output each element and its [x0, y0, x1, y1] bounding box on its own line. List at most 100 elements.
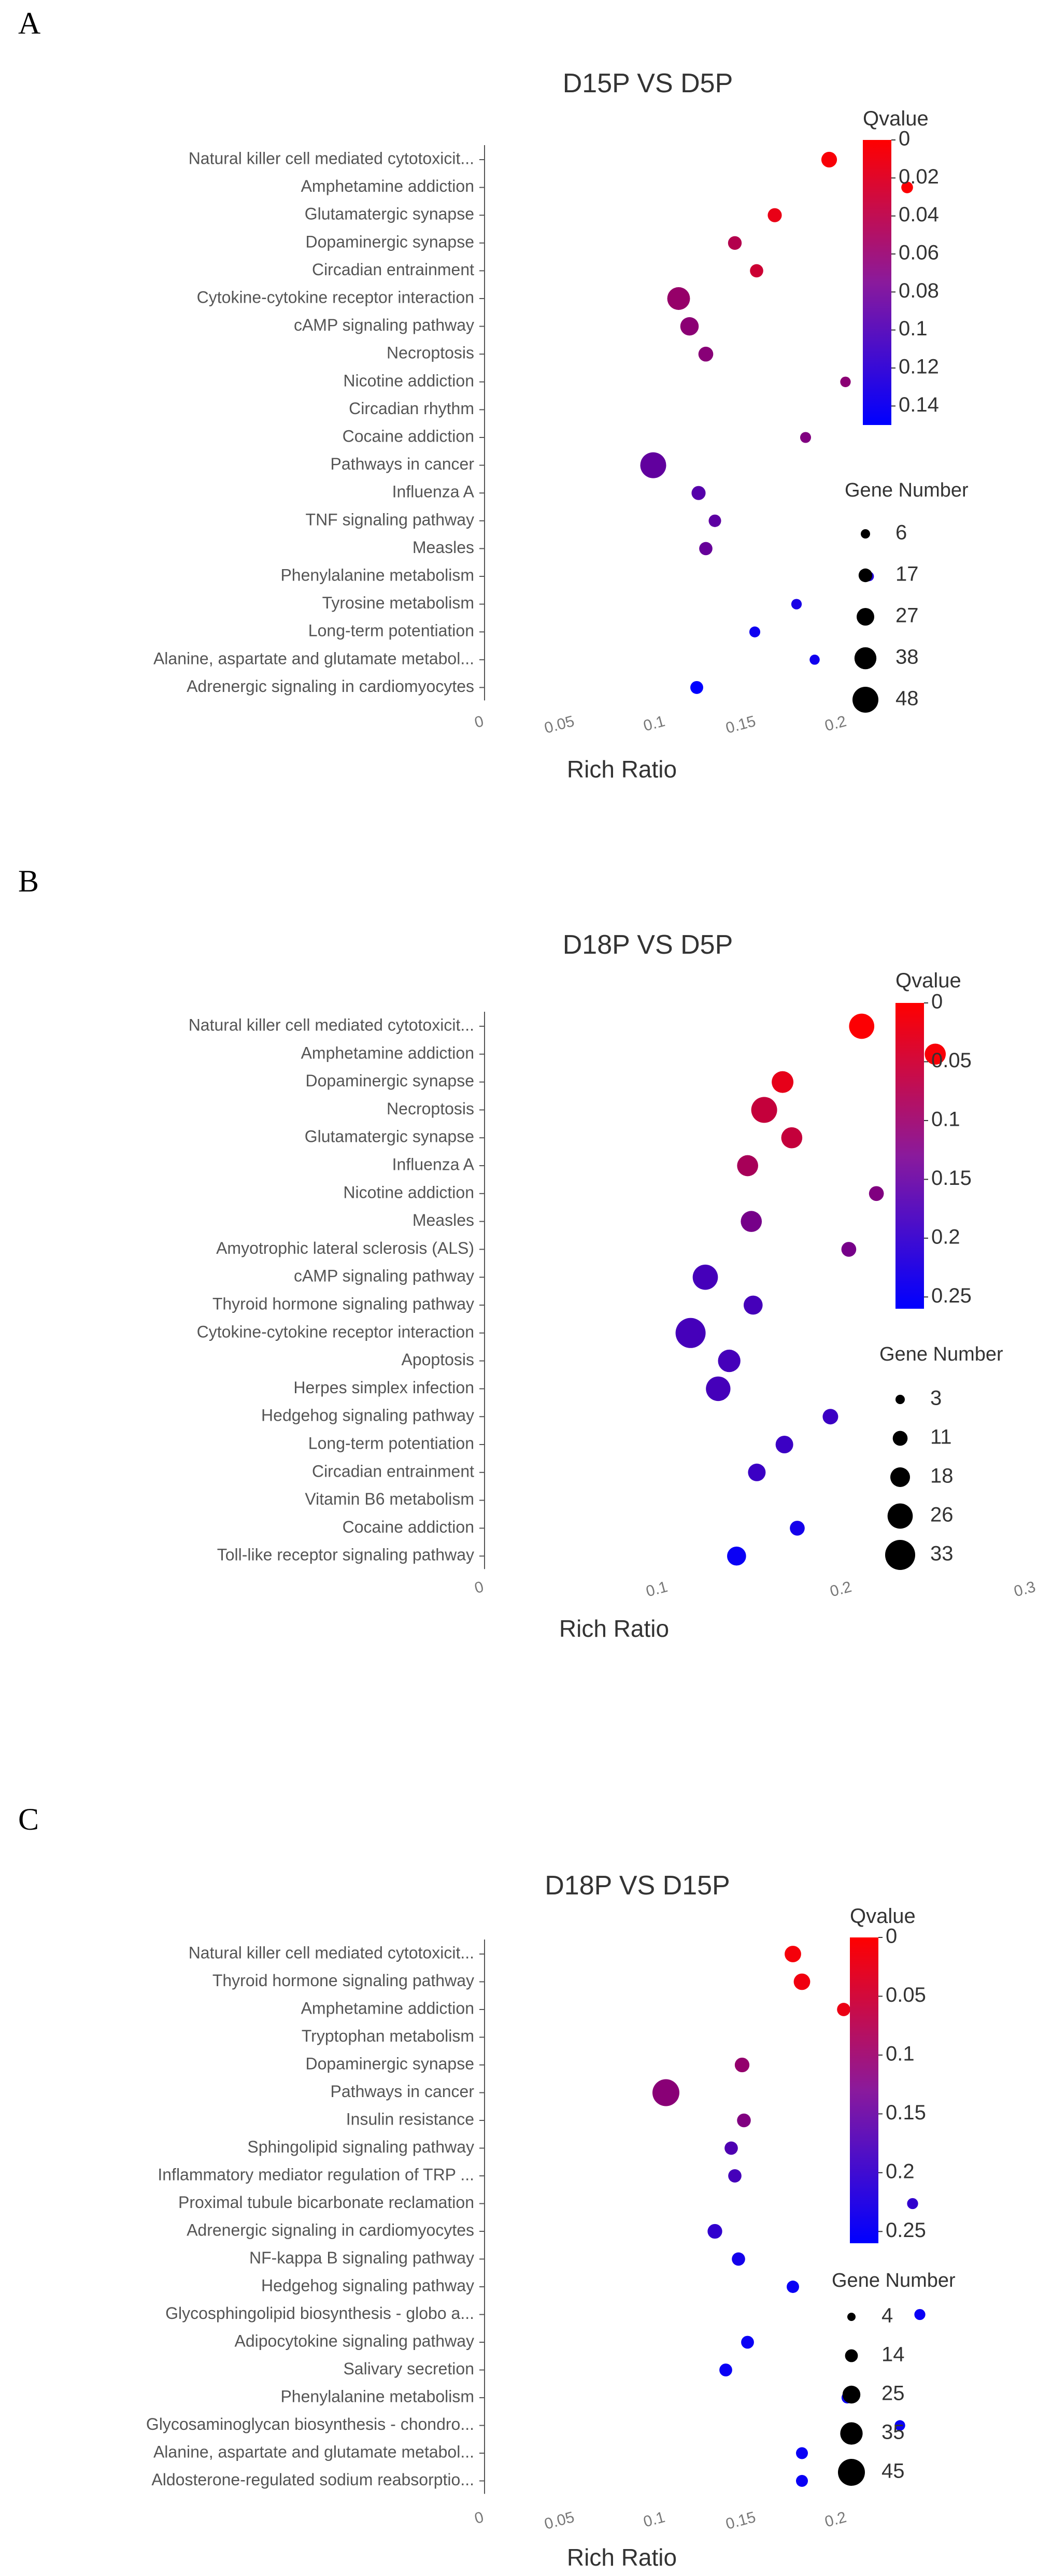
y-tick-label: Glycosphingolipid biosynthesis - globo a… — [165, 2304, 474, 2323]
colorbar-title: Qvalue — [863, 107, 929, 130]
y-tick-label: NF-kappa B signaling pathway — [249, 2248, 474, 2267]
data-point — [741, 2336, 754, 2349]
y-tick-label: Necroptosis — [387, 344, 474, 362]
size-legend-label: 14 — [881, 2343, 905, 2366]
colorbar — [863, 140, 891, 425]
panel-a: A D15P VS D5P Rich Ratio Qvalue Gene Num… — [18, 6, 969, 783]
colorbar-tick-label: 0.02 — [899, 165, 939, 188]
data-point — [750, 264, 763, 278]
x-tick-label: 0.2 — [823, 713, 848, 735]
data-point — [822, 1409, 838, 1425]
x-tick-label: 0.1 — [644, 1578, 670, 1601]
y-tick-label: Nicotine addiction — [343, 1183, 474, 1201]
data-point — [775, 1436, 793, 1453]
data-point — [772, 1071, 794, 1093]
y-tick-label: Insulin resistance — [346, 2110, 474, 2128]
data-point — [728, 2169, 742, 2183]
size-legend-label: 18 — [930, 1465, 954, 1488]
size-legend-title: Gene Number — [879, 1343, 1003, 1365]
data-point — [894, 2420, 905, 2431]
y-tick-label: cAMP signaling pathway — [294, 316, 474, 334]
y-tick-label: Natural killer cell mediated cytotoxicit… — [189, 1943, 474, 1962]
data-point — [785, 1946, 801, 1962]
chart-title: D18P VS D15P — [545, 1871, 730, 1901]
data-point — [767, 208, 782, 222]
panel-letter: A — [18, 6, 40, 40]
data-point — [914, 2309, 926, 2320]
y-tick-label: Proximal tubule bicarbonate reclamation — [178, 2193, 474, 2212]
y-tick-label: Glycosaminoglycan biosynthesis - chondro… — [146, 2415, 474, 2433]
size-legend-marker — [838, 2459, 865, 2486]
data-point — [741, 1211, 762, 1232]
colorbar-tick-label: 0.04 — [899, 203, 939, 226]
data-point — [781, 1127, 803, 1149]
colorbar-tick-label: 0.25 — [886, 2219, 926, 2242]
size-legend-marker — [890, 1467, 910, 1487]
y-tick-label: Cocaine addiction — [343, 1518, 474, 1536]
data-point — [787, 2281, 799, 2293]
x-tick-label: 0.05 — [543, 2509, 576, 2533]
data-point — [849, 1013, 875, 1039]
data-point — [795, 2474, 808, 2487]
y-tick-label: Phenylalanine metabolism — [280, 2387, 474, 2405]
y-tick-label: Thyroid hormone signaling pathway — [212, 1294, 474, 1313]
y-tick-label: Alanine, aspartate and glutamate metabol… — [153, 649, 474, 668]
y-tick-label: Toll-like receptor signaling pathway — [217, 1546, 474, 1564]
data-point — [708, 514, 721, 527]
x-tick-label: 0.2 — [828, 1578, 854, 1601]
chart-title: D15P VS D5P — [563, 68, 733, 98]
x-tick-label: 0.2 — [823, 2509, 848, 2531]
y-tick-label: Tyrosine metabolism — [322, 593, 474, 612]
data-point — [793, 1973, 811, 1990]
size-legend-marker — [845, 2349, 858, 2362]
size-legend-marker — [842, 2385, 861, 2404]
x-axis-label: Rich Ratio — [567, 2544, 677, 2571]
y-tick-label: Amphetamine addiction — [301, 177, 474, 195]
size-legend-label: 26 — [930, 1504, 954, 1526]
size-legend-label: 35 — [881, 2421, 905, 2444]
x-tick-label: 0 — [473, 1578, 486, 1597]
y-tick-label: Pathways in cancer — [331, 455, 475, 473]
data-point — [707, 2224, 722, 2239]
size-legend-title: Gene Number — [845, 479, 969, 501]
x-tick-label: 0.1 — [642, 2509, 667, 2531]
colorbar-tick-label: 0.2 — [931, 1225, 960, 1248]
data-point — [667, 287, 690, 310]
y-tick-label: Measles — [413, 1211, 474, 1229]
y-tick-label: Vitamin B6 metabolism — [305, 1490, 474, 1508]
data-point — [901, 181, 913, 193]
y-tick-label: Glutamatergic synapse — [305, 1127, 474, 1146]
y-tick-label: Apoptosis — [401, 1350, 474, 1369]
panel-b: B D18P VS D5P Rich Ratio Qvalue Gene Num… — [18, 864, 1037, 1642]
data-point — [724, 2141, 738, 2155]
size-legend-label: 38 — [895, 646, 919, 669]
colorbar-tick-label: 0.15 — [886, 2101, 926, 2124]
size-legend-label: 27 — [895, 604, 919, 627]
colorbar-title: Qvalue — [850, 1905, 916, 1928]
data-point — [652, 2079, 679, 2106]
size-legend-marker — [887, 1503, 913, 1529]
y-tick-label: Long-term potentiation — [308, 1434, 474, 1452]
y-tick-label: Natural killer cell mediated cytotoxicit… — [189, 1015, 474, 1034]
y-tick-label: Circadian entrainment — [312, 260, 474, 279]
y-tick-label: Cytokine-cytokine receptor interaction — [197, 1322, 474, 1341]
colorbar — [850, 1937, 878, 2243]
data-point — [795, 2447, 808, 2459]
y-tick-label: Dopaminergic synapse — [306, 232, 475, 251]
chart-title: D18P VS D5P — [563, 930, 733, 960]
data-point — [690, 681, 703, 694]
data-point — [809, 655, 820, 665]
size-legend-marker — [892, 1431, 908, 1446]
panel-c: C D18P VS D15P Rich Ratio Qvalue Gene Nu… — [18, 1802, 956, 2571]
y-tick-label: Cytokine-cytokine receptor interaction — [197, 288, 474, 306]
colorbar-tick-label: 0.05 — [931, 1049, 972, 1072]
y-tick-label: Necroptosis — [387, 1099, 474, 1118]
y-tick-label: Amyotrophic lateral sclerosis (ALS) — [216, 1239, 474, 1257]
data-point — [800, 432, 812, 443]
size-legend-label: 33 — [930, 1542, 954, 1565]
y-tick-label: Nicotine addiction — [343, 371, 474, 390]
size-legend-marker — [852, 687, 878, 713]
x-tick-label: 0.3 — [1012, 1578, 1037, 1601]
y-tick-label: Circadian entrainment — [312, 1462, 474, 1480]
size-legend-label: 3 — [930, 1387, 942, 1410]
